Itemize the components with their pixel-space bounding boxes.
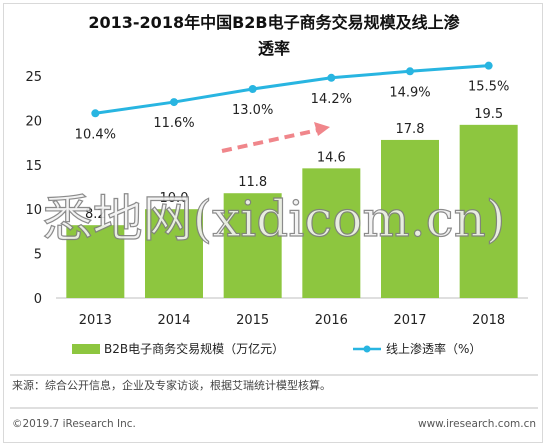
series-line <box>95 64 489 115</box>
x-tick-label: 2014 <box>157 313 190 328</box>
x-tick-label: 2018 <box>472 313 505 328</box>
chart-title-line-2: 透率 <box>258 39 290 58</box>
line-data-labels: 10.4% 11.6% 13.0% 14.2% 14.9% 15.5% <box>75 80 510 143</box>
source-text: 来源：综合公开信息，企业及专家访谈，根据艾瑞统计模型核算。 <box>12 378 331 392</box>
bar-value-label: 10.0 <box>160 191 189 206</box>
line-point <box>170 98 178 107</box>
line-value-label: 14.9% <box>389 85 430 100</box>
legend: B2B电子商务交易规模（万亿元） 线上渗透率（%） <box>72 341 481 356</box>
line-series <box>91 61 493 118</box>
bar-value-label: 19.5 <box>474 107 503 122</box>
chart-frame: 2013-2018年中国B2B电子商务交易规模及线上渗 透率 0 5 10 15 20 2… <box>3 3 543 443</box>
bar <box>223 193 282 298</box>
chart-canvas: 2013-2018年中国B2B电子商务交易规模及线上渗 透率 0 5 10 15 20 2… <box>10 13 538 430</box>
line-value-label: 10.4% <box>75 127 116 142</box>
bar <box>145 209 203 298</box>
trend-arrow-line <box>221 128 319 153</box>
x-axis: 2013 2014 2015 2016 2017 2018 <box>56 297 528 328</box>
bar <box>302 168 361 298</box>
line-value-label: 15.5% <box>468 80 509 95</box>
x-tick-label: 2016 <box>315 313 348 328</box>
x-tick-label: 2017 <box>393 313 426 328</box>
line-value-label: 11.6% <box>153 116 194 131</box>
legend-bar-label: B2B电子商务交易规模（万亿元） <box>104 341 284 356</box>
chart-title-line-1: 2013-2018年中国B2B电子商务交易规模及线上渗 <box>88 13 460 32</box>
y-tick-label: 25 <box>25 70 42 85</box>
y-tick-label: 20 <box>25 114 42 129</box>
line-point <box>406 67 414 76</box>
line-point <box>484 61 493 70</box>
line-value-label: 14.2% <box>311 92 352 107</box>
line-point <box>248 85 257 93</box>
y-axis: 0 5 10 15 20 25 <box>25 70 42 307</box>
bar <box>459 124 518 298</box>
legend-line-label: 线上渗透率（%） <box>386 341 481 356</box>
bar <box>66 225 125 298</box>
x-tick-label: 2015 <box>236 313 269 328</box>
line-point <box>327 73 336 82</box>
bar-value-label: 8.2 <box>85 207 106 222</box>
x-tick-label: 2013 <box>79 313 112 328</box>
legend-bar-swatch <box>72 344 100 354</box>
bar-series <box>66 124 518 298</box>
line-point <box>91 109 100 118</box>
y-tick-label: 0 <box>34 292 42 307</box>
watermark: 悉地网(xidicom.cn) <box>43 190 506 248</box>
bar <box>381 139 439 298</box>
trend-arrow <box>221 122 330 153</box>
y-tick-label: 5 <box>34 248 42 263</box>
bar-value-label: 17.8 <box>396 122 425 137</box>
y-tick-label: 10 <box>25 203 42 218</box>
legend-line-marker <box>363 345 371 353</box>
y-tick-label: 15 <box>25 159 42 174</box>
bar-value-label: 11.8 <box>238 175 267 190</box>
bar-value-label: 14.6 <box>317 150 346 165</box>
footer-copyright: ©2019.7 iResearch Inc. <box>12 418 136 430</box>
footer-website: www.iresearch.com.cn <box>418 418 536 430</box>
line-value-label: 13.0% <box>232 103 273 118</box>
trend-arrow-head <box>314 122 330 136</box>
bar-data-labels: 8.2 10.0 11.8 14.6 17.8 19.5 <box>85 107 503 222</box>
